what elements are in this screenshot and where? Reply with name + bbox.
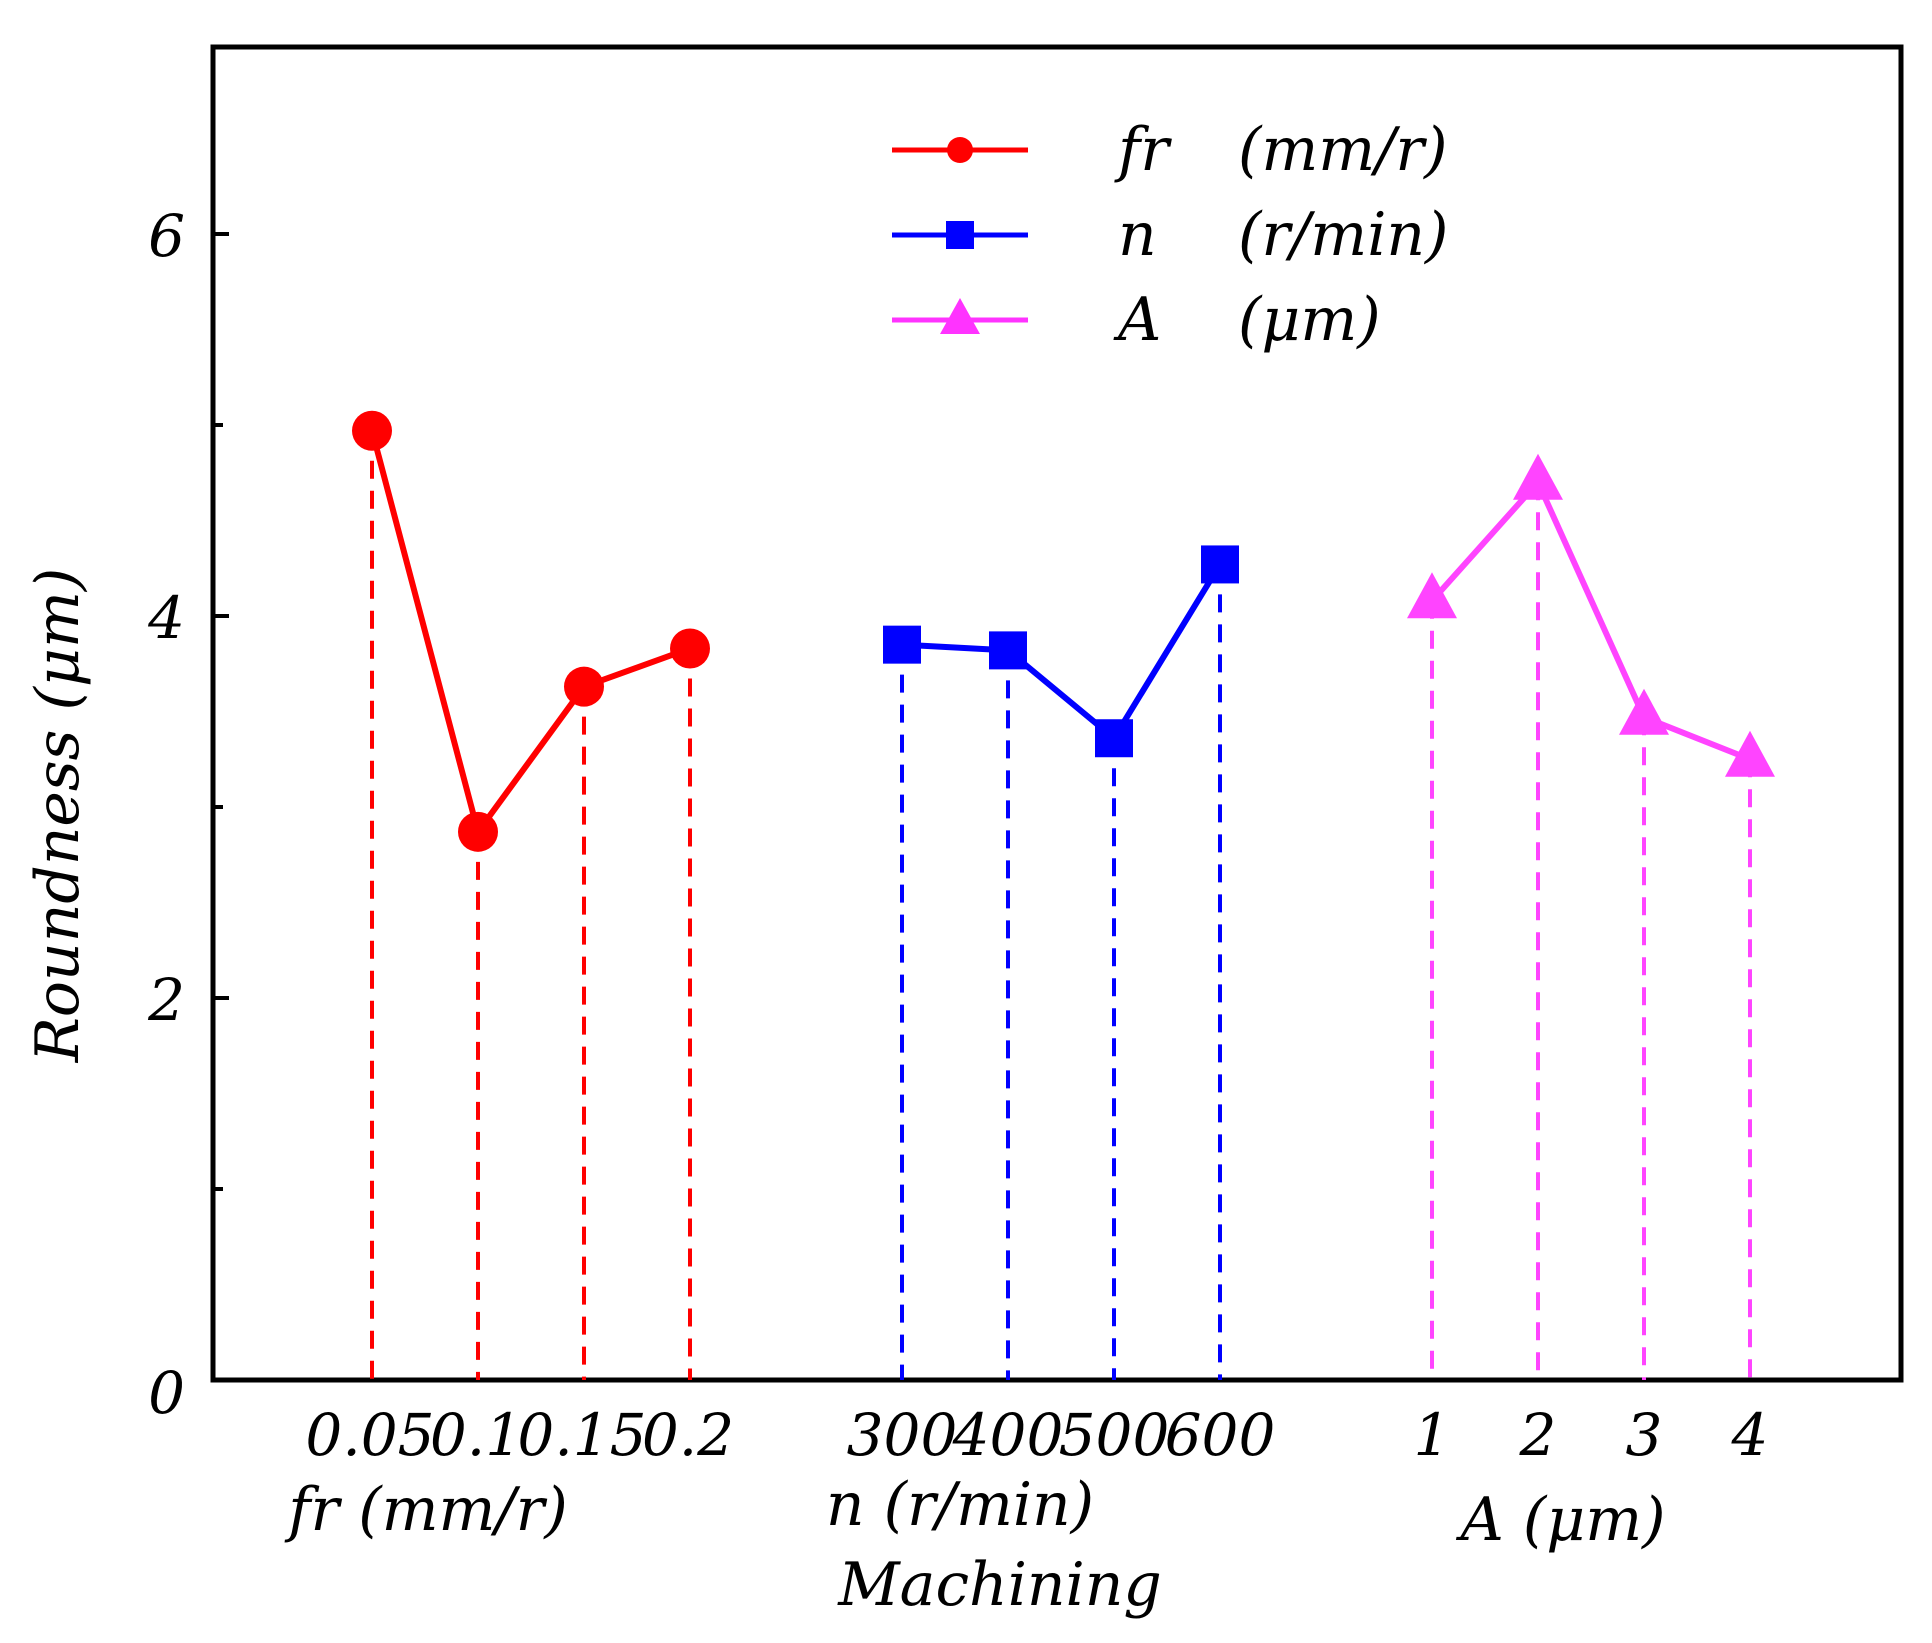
series-line-fr [369, 429, 692, 835]
data-point-n-300 [883, 625, 921, 664]
x-tick-label-n-300: 300 [847, 1401, 958, 1469]
x-tick-label-n-500: 500 [1059, 1401, 1170, 1469]
legend-label-fr: fr [1114, 115, 1172, 185]
x-tick-label-A-4: 4 [1731, 1401, 1769, 1469]
x-tick-label-A-2: 2 [1519, 1401, 1557, 1469]
group-label-fr: fr (mm/r) [284, 1475, 567, 1545]
legend-unit-n: (r/min) [1238, 200, 1448, 270]
x-tick-label-A-3: 3 [1626, 1401, 1663, 1469]
guide-lines [370, 430, 1752, 1380]
y-axis-title: Roundness (μm) [23, 568, 93, 1064]
data-point-A-4 [1725, 730, 1775, 777]
x-tick-label-A-1: 1 [1414, 1401, 1451, 1469]
data-point-A-3 [1619, 688, 1669, 735]
legend-label-n: n [1118, 200, 1157, 270]
data-point-A-1 [1407, 572, 1457, 619]
series-lines [369, 429, 1752, 835]
plot-frame [210, 44, 1904, 1383]
series-line-n [901, 562, 1223, 742]
legend-marker-A [940, 298, 980, 334]
data-point-n-600 [1201, 545, 1239, 584]
x-tick-label-n-600: 600 [1165, 1401, 1276, 1469]
group-labels: fr (mm/r) n (r/min) A (μm) [284, 1470, 1665, 1555]
data-point-A-2 [1513, 453, 1563, 500]
y-tick-label: 4 [147, 584, 185, 652]
y-tick-label: 2 [147, 966, 185, 1034]
y-tick-label: 6 [148, 202, 185, 270]
series-markers [352, 410, 1775, 852]
data-point-fr-0.1 [458, 811, 498, 852]
y-axis: 0 2 4 6 [147, 202, 229, 1427]
data-point-fr-0.05 [352, 410, 392, 451]
legend-marker-n [946, 221, 974, 249]
x-tick-label-fr-0.2: 0.2 [642, 1401, 734, 1469]
group-label-n: n (r/min) [826, 1470, 1094, 1540]
x-tick-label-fr-0.05: 0.05 [305, 1401, 434, 1469]
legend-unit-fr: (mm/r) [1238, 115, 1448, 185]
x-tick-label-fr-0.1: 0.1 [430, 1401, 522, 1469]
data-point-n-400 [989, 631, 1027, 670]
series-line-A [1429, 479, 1752, 763]
y-tick-label: 0 [148, 1359, 185, 1427]
x-axis-title: Machining [837, 1550, 1162, 1620]
x-tick-label-n-400: 400 [952, 1401, 1064, 1469]
data-point-fr-0.15 [564, 666, 604, 707]
legend-unit-A: (μm) [1238, 285, 1381, 355]
legend-label-A: A [1113, 285, 1161, 355]
x-tick-label-fr-0.15: 0.15 [517, 1401, 646, 1469]
data-point-n-500 [1095, 719, 1133, 758]
legend-marker-fr [947, 137, 973, 163]
data-point-fr-0.2 [670, 628, 710, 669]
group-label-A: A (μm) [1455, 1485, 1665, 1555]
legend: fr (mm/r) n (r/min) A (μm) [892, 115, 1448, 355]
